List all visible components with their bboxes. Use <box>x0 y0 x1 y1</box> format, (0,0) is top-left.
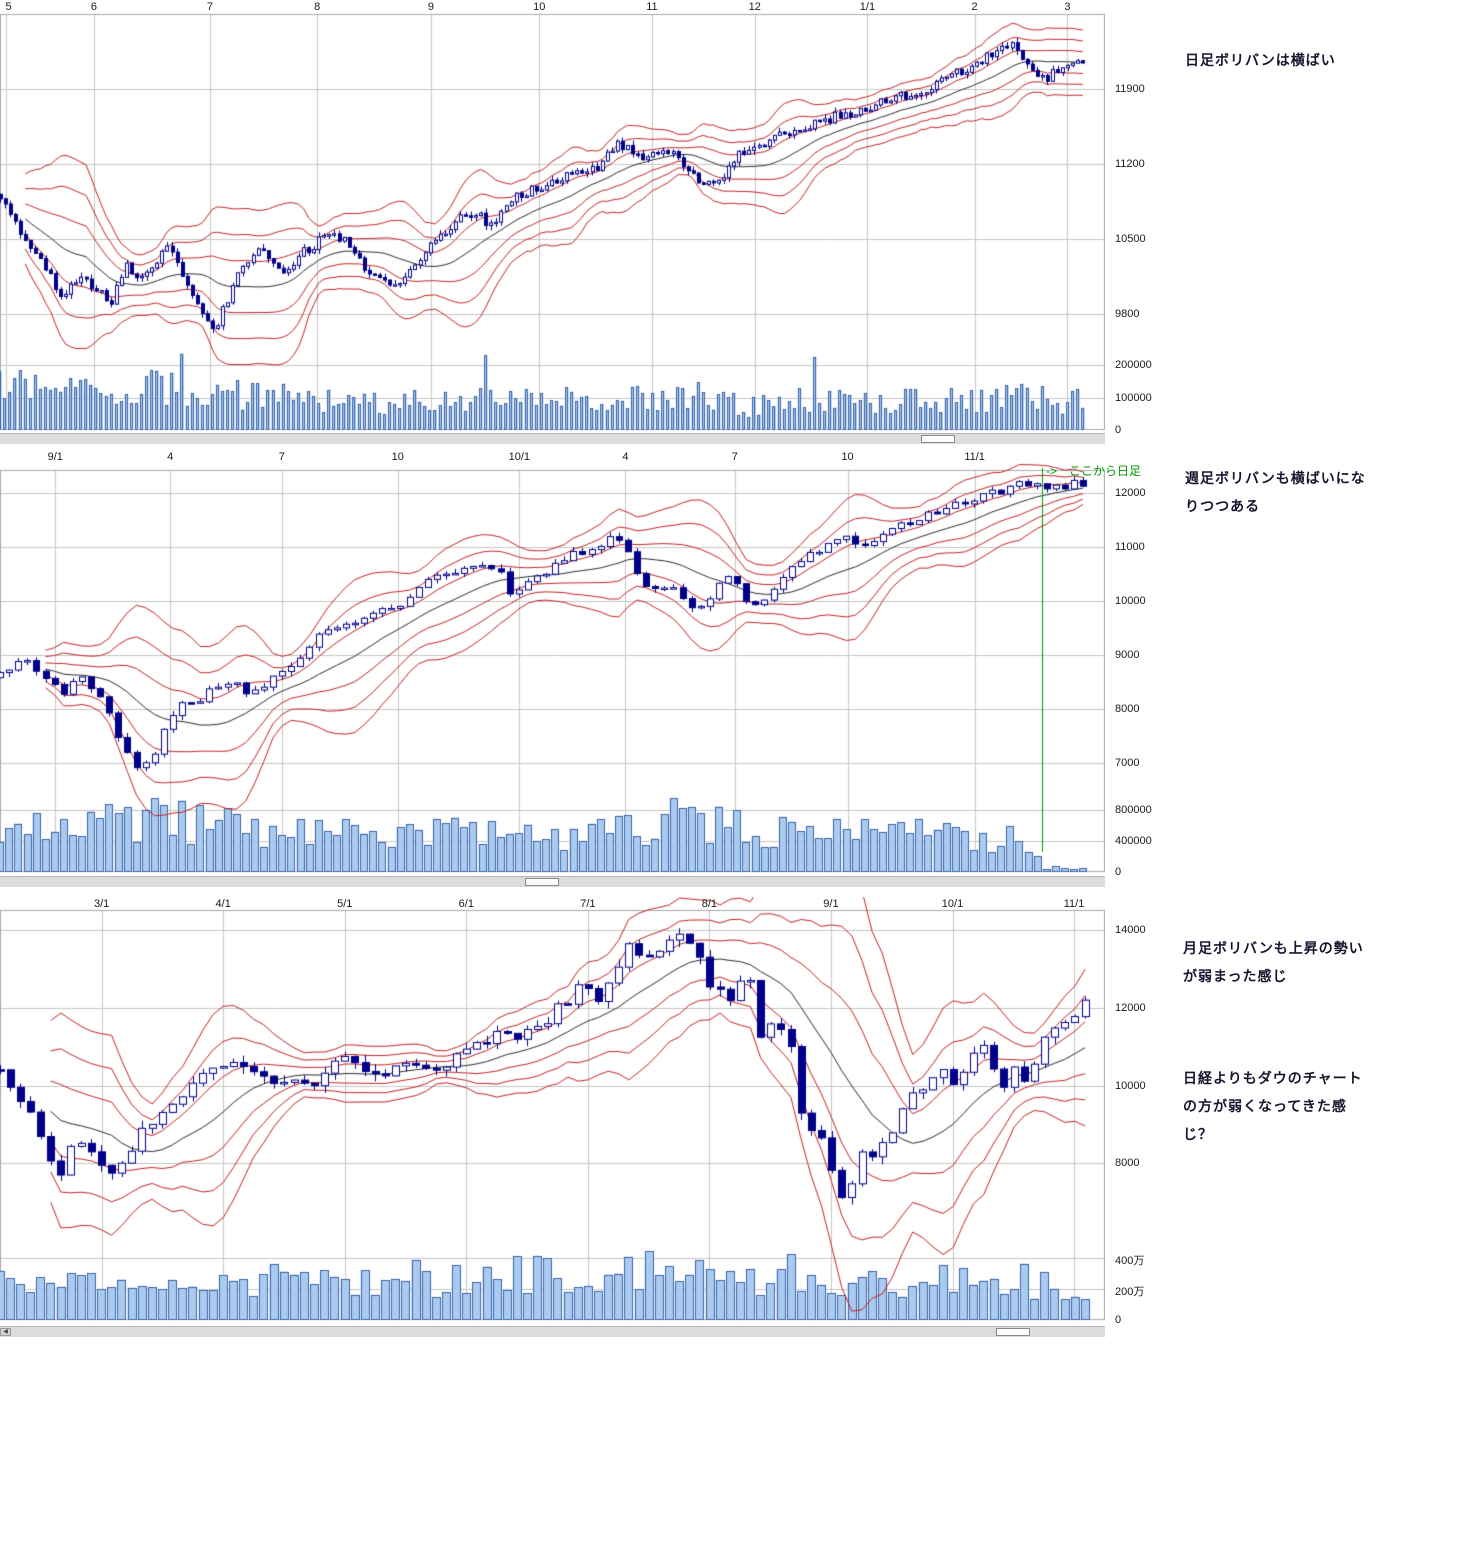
weekly-volume-tick-label: 0 <box>1115 866 1122 878</box>
monthly-price-tick-label: 14000 <box>1115 923 1146 936</box>
daily-scrollbar[interactable] <box>0 433 1105 444</box>
note-comparison: 日経よりもダウのチャートの方が弱くなってきた感じ？ <box>1183 1070 1363 1142</box>
weekly-price-tick-label: 11000 <box>1115 541 1145 554</box>
daily-chart-panel: 5 6 7 8 9 10 11 12 1/1 2 3 11900 11200 10500 9800 20000… <box>0 0 1175 445</box>
monthly-volume-tick-label: 0 <box>1115 1314 1122 1326</box>
daily-scrollbar-thumb[interactable] <box>921 435 955 443</box>
daily-volume-tick-label: 100000 <box>1115 391 1152 404</box>
weekly-chart-canvas <box>0 450 1105 885</box>
weekly-price-tick-label: 7000 <box>1115 757 1140 770</box>
monthly-scrollbar-thumb[interactable] <box>996 1328 1030 1336</box>
monthly-price-tick-label: 8000 <box>1115 1157 1140 1170</box>
monthly-scrollbar[interactable]: ◀ <box>0 1326 1105 1337</box>
monthly-chart-canvas <box>0 895 1105 1330</box>
weekly-price-tick-label: 10000 <box>1115 595 1146 608</box>
weekly-price-tick-label: 9000 <box>1115 649 1140 662</box>
daily-chart-canvas <box>0 0 1105 435</box>
weekly-volume-tick-label: 800000 <box>1115 803 1152 816</box>
weekly-price-tick-label: 12000 <box>1115 487 1146 500</box>
weekly-chart-panel: 9/1 4 7 10 10/1 4 7 10 11/1 12000 11000 10000 9000 80… <box>0 450 1175 890</box>
weekly-scrollbar[interactable] <box>0 876 1105 887</box>
weekly-price-tick-label: 8000 <box>1115 703 1140 716</box>
monthly-price-tick-label: 12000 <box>1115 1001 1146 1014</box>
scroll-left-arrow-icon[interactable]: ◀ <box>0 1328 11 1336</box>
monthly-volume-tick-label: 400万 <box>1115 1254 1145 1267</box>
weekly-scrollbar-thumb[interactable] <box>525 878 559 886</box>
daily-price-tick-label: 11900 <box>1115 82 1145 95</box>
monthly-volume-tick-label: 200万 <box>1115 1285 1145 1298</box>
daily-volume-tick-label: 0 <box>1115 424 1122 436</box>
daily-price-tick-label: 10500 <box>1115 232 1146 245</box>
note-daily: 日足ボリバンは横ばい <box>1185 52 1336 68</box>
monthly-chart-panel: 3/1 4/1 5/1 6/1 7/1 8/1 9/1 10/1 11/1 14000 12000 1… <box>0 895 1175 1340</box>
monthly-price-tick-label: 10000 <box>1115 1079 1146 1092</box>
note-monthly: 月足ボリバンも上昇の勢いが弱まった感じ <box>1183 940 1364 984</box>
daily-price-tick-label: 11200 <box>1115 157 1145 170</box>
daily-volume-tick-label: 200000 <box>1115 359 1152 371</box>
weekly-daily-switch-note: -> ここから日足 <box>1046 464 1142 478</box>
daily-price-tick-label: 9800 <box>1115 307 1140 320</box>
note-weekly: 週足ボリバンも横ばいになりつつある <box>1185 470 1366 514</box>
weekly-volume-tick-label: 400000 <box>1115 834 1152 847</box>
